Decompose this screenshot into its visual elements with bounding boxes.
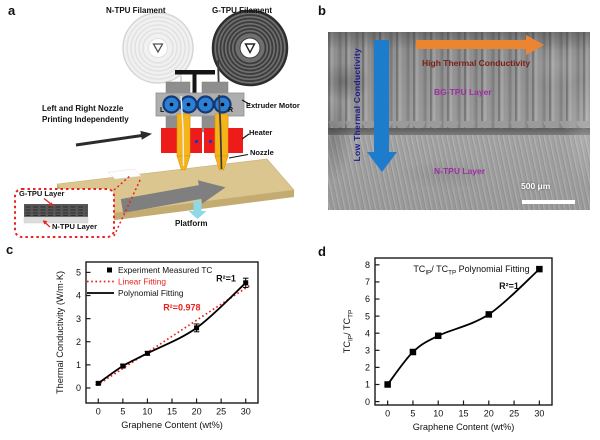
note-line-2: Printing Independently [42, 115, 129, 124]
heater-leader-line [241, 133, 250, 140]
svg-text:TCIP/ TCTP: TCIP/ TCTP [342, 310, 354, 353]
heater-indicator-dot [209, 140, 212, 143]
ntpu-filament-label: N-TPU Filament [106, 6, 166, 15]
svg-text:Polynomial Fitting: Polynomial Fitting [118, 288, 184, 298]
svg-text:30: 30 [534, 409, 544, 419]
svg-text:5: 5 [365, 311, 370, 321]
svg-text:R²=0.978: R²=0.978 [163, 303, 200, 313]
extruder-motor-label: Extruder Motor [246, 101, 300, 110]
heater-indicator-dot [195, 140, 198, 143]
svg-text:Graphene Content (wt%): Graphene Content (wt%) [121, 420, 223, 430]
inset-arrow-top [43, 197, 52, 205]
sem-boundary-scallops [328, 121, 590, 134]
low-tc-arrow-icon [374, 40, 389, 152]
panel-b-label: b [318, 3, 326, 18]
ntpu-spool [122, 12, 194, 84]
svg-text:6: 6 [365, 294, 370, 304]
svg-text:3: 3 [365, 346, 370, 356]
panel-a-schematic: N-TPU Filament G-TPU Filament Left and R… [0, 0, 300, 240]
inset-ntpu-label: N-TPU Layer [52, 222, 98, 231]
note-line-1: Left and Right Nozzle [42, 104, 124, 113]
panel-c-label: c [6, 242, 14, 257]
gtpu-filament-label: G-TPU Filament [212, 6, 273, 15]
panel-d-label: d [318, 244, 326, 259]
spool-hub-triangle-icon [152, 43, 164, 54]
svg-text:2: 2 [365, 363, 370, 373]
svg-text:1: 1 [365, 380, 370, 390]
svg-text:25: 25 [216, 407, 226, 417]
inset-gtpu-label: G-TPU Layer [19, 189, 65, 198]
svg-text:15: 15 [167, 407, 177, 417]
panel-d-chart: 0 5 10 15 20 25 30 0 1 2 3 4 5 6 7 8 Graphene Content (w… [300, 240, 600, 440]
svg-text:4: 4 [76, 291, 81, 301]
svg-text:25: 25 [509, 409, 519, 419]
low-tc-text: Low Thermal Conductivity [352, 48, 362, 162]
ntpu-layer-bar [23, 216, 89, 224]
print-head [155, 81, 245, 171]
layer-inset [14, 188, 115, 238]
sem-noise-overlay [328, 32, 590, 210]
svg-text:5: 5 [76, 268, 81, 278]
ntpu-layer-label: N-TPU Layer [434, 166, 486, 176]
printed-sample [107, 168, 142, 180]
svg-text:0: 0 [96, 407, 101, 417]
scale-bar-label: 500 μm [521, 181, 551, 191]
gtpu-filament-in-nozzle [218, 94, 223, 170]
gtpu-spool [211, 9, 289, 87]
ntpu-filament-in-nozzle [180, 95, 185, 167]
nozzle-leader-line [228, 153, 249, 159]
gantry-bracket [175, 70, 215, 95]
inset-arrow-bottom [44, 222, 51, 228]
heater-blocks [161, 128, 243, 153]
note-arrow [75, 130, 152, 147]
motor-left-marker: L [160, 107, 165, 114]
inset-connector-line [113, 177, 142, 237]
printer-schematic-graphics [14, 9, 295, 238]
panel-c-chart: 0 5 10 15 20 25 30 0 1 2 3 4 5 Graphene Content (wt%)… [0, 240, 300, 440]
spool-hub-triangle-icon [244, 43, 256, 54]
platform-label: Platform [175, 219, 208, 228]
svg-text:2: 2 [76, 337, 81, 347]
svg-text:4: 4 [365, 328, 370, 338]
svg-text:0: 0 [365, 397, 370, 407]
svg-text:20: 20 [484, 409, 494, 419]
svg-text:0: 0 [385, 409, 390, 419]
bgtpu-layer-label: BG-TPU Layer [434, 87, 492, 97]
svg-text:Graphene Content (wt%): Graphene Content (wt%) [413, 422, 515, 432]
svg-text:7: 7 [365, 277, 370, 287]
motor-right-marker: R [228, 107, 234, 114]
svg-text:5: 5 [120, 407, 125, 417]
svg-text:10: 10 [142, 407, 152, 417]
high-tc-text: High Thermal Conductivity [422, 58, 531, 68]
svg-text:R²=1: R²=1 [499, 281, 519, 291]
svg-text:TCIP/ TCTP Polynomial Fitting: TCIP/ TCTP Polynomial Fitting [413, 264, 529, 276]
svg-text:1: 1 [76, 360, 81, 370]
svg-text:Linear Fitting: Linear Fitting [118, 277, 166, 287]
svg-text:3: 3 [76, 314, 81, 324]
heater-label: Heater [249, 128, 273, 137]
scale-bar-line [522, 200, 575, 204]
svg-text:5: 5 [410, 409, 415, 419]
platform-move-arrow [188, 201, 207, 219]
panel-a-label: a [8, 3, 16, 18]
svg-text:10: 10 [433, 409, 443, 419]
panel-b-sem-image: Low Thermal Conductivity High Thermal Co… [328, 32, 590, 210]
svg-text:Experiment Measured TC: Experiment Measured TC [118, 265, 212, 275]
svg-text:30: 30 [241, 407, 251, 417]
high-tc-arrow-icon [416, 40, 526, 49]
svg-text:20: 20 [192, 407, 202, 417]
svg-text:8: 8 [365, 260, 370, 270]
svg-text:15: 15 [458, 409, 468, 419]
sem-ntpu-texture [328, 135, 590, 210]
print-direction-arrow [120, 180, 226, 213]
nozzle-label: Nozzle [250, 148, 274, 157]
inset-connector-line [113, 174, 132, 191]
svg-text:0: 0 [76, 383, 81, 393]
extruder-leader-line [241, 99, 251, 105]
svg-text:Thermal Conductivity (W/m·K): Thermal Conductivity (W/m·K) [55, 271, 65, 394]
svg-text:R²=1: R²=1 [216, 274, 236, 284]
